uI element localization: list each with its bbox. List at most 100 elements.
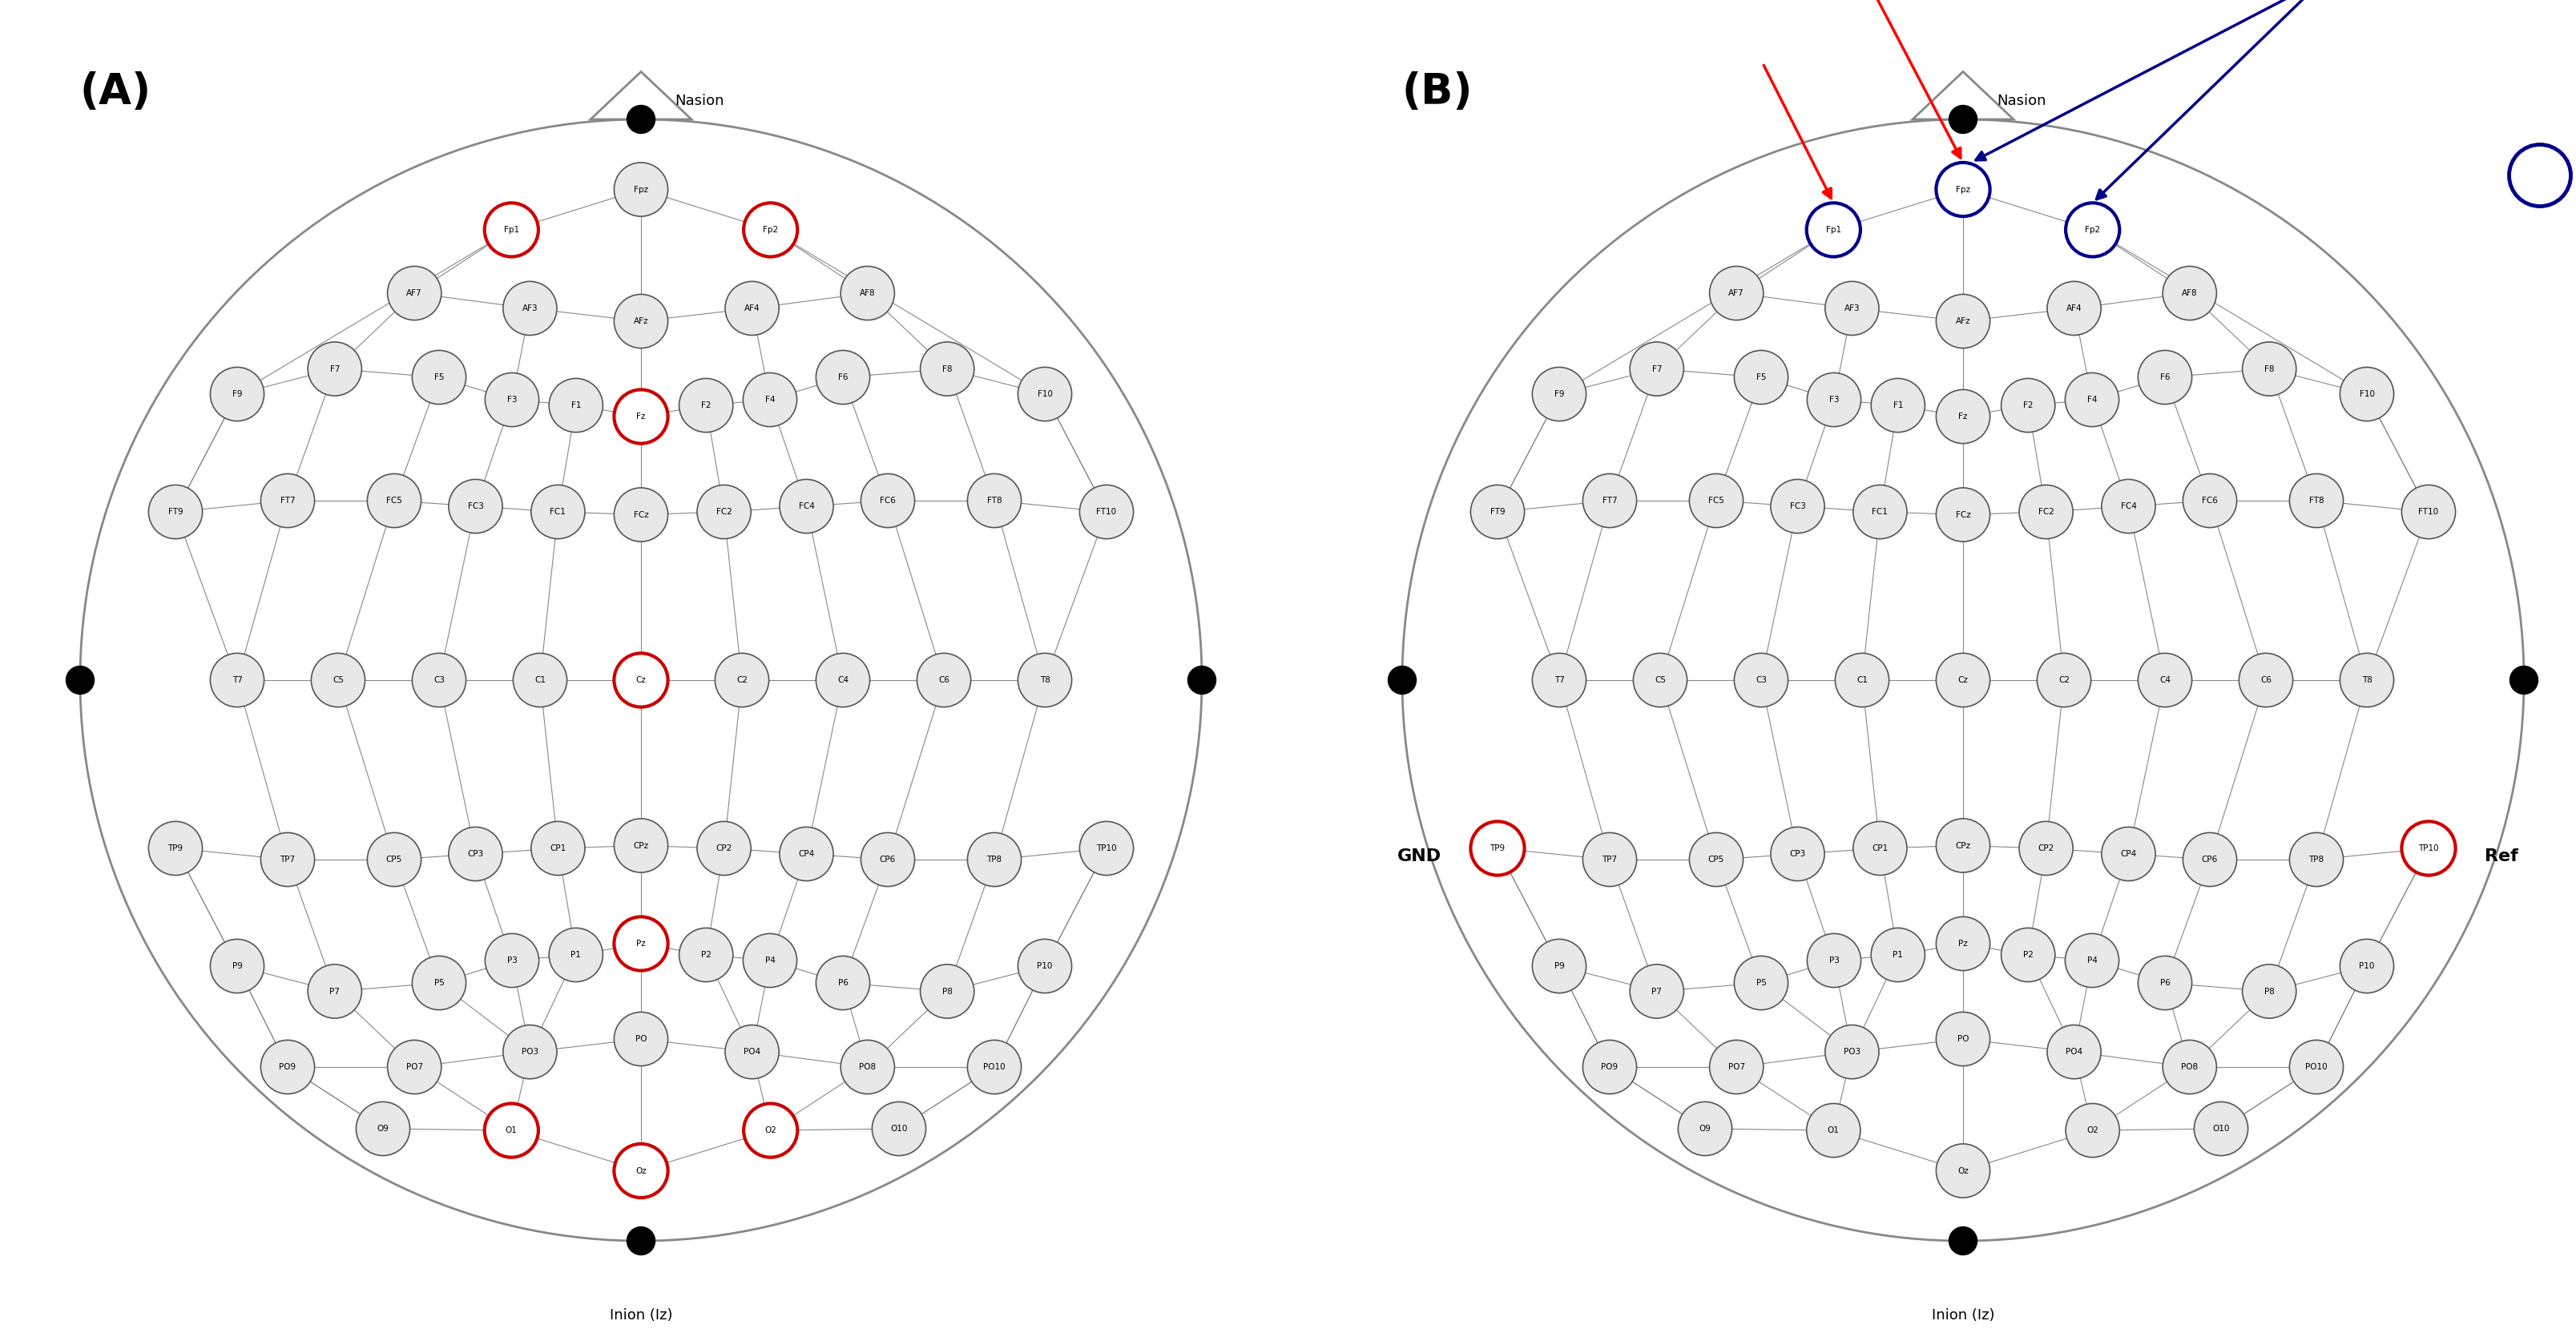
Text: PO9: PO9 [278,1063,296,1071]
Text: CP3: CP3 [466,850,484,858]
Circle shape [2038,654,2092,707]
Text: F9: F9 [1553,390,1564,398]
Circle shape [484,373,538,427]
Text: P1: P1 [572,951,582,959]
Text: F10: F10 [2360,390,2375,398]
Text: AF7: AF7 [407,289,422,297]
Text: PO: PO [1958,1035,1968,1043]
Text: P8: P8 [943,987,953,995]
Circle shape [680,378,734,432]
Text: C3: C3 [1754,677,1767,685]
Text: T7: T7 [232,677,242,685]
Circle shape [626,1227,654,1255]
Text: AFz: AFz [634,317,649,325]
Text: FC2: FC2 [2038,508,2053,516]
Circle shape [2290,833,2344,886]
Text: Nasion: Nasion [1996,94,2045,108]
Circle shape [1633,654,1687,707]
Text: CP1: CP1 [549,845,567,853]
Text: Fpz: Fpz [634,186,649,194]
Circle shape [513,654,567,707]
Circle shape [1808,373,1860,427]
Text: (B): (B) [1401,71,1473,112]
Circle shape [613,1144,667,1198]
Circle shape [1677,1102,1731,1155]
Text: TP9: TP9 [167,845,183,853]
Circle shape [860,833,914,886]
Circle shape [1018,368,1072,421]
Circle shape [149,485,204,539]
Circle shape [531,821,585,876]
Circle shape [1937,294,1991,348]
Circle shape [1937,654,1991,707]
Text: PO3: PO3 [1844,1048,1860,1056]
Text: FT7: FT7 [1602,496,1618,504]
Circle shape [716,654,768,707]
Circle shape [2164,1040,2215,1094]
Circle shape [613,488,667,541]
Text: O10: O10 [2213,1124,2231,1132]
Text: FC6: FC6 [2202,496,2218,504]
Circle shape [2182,833,2236,886]
Circle shape [1188,666,1216,694]
Text: AF4: AF4 [2066,305,2081,313]
Text: C3: C3 [433,677,446,685]
Circle shape [2066,373,2120,427]
Text: Cz: Cz [636,677,647,685]
Text: F8: F8 [943,365,953,373]
Text: CPz: CPz [634,841,649,849]
Circle shape [2066,933,2120,988]
Text: C5: C5 [332,677,343,685]
Circle shape [1937,1144,1991,1198]
Text: Nasion: Nasion [675,94,724,108]
Circle shape [917,654,971,707]
Circle shape [1471,821,1525,876]
Circle shape [1770,828,1824,881]
Text: FC1: FC1 [551,508,567,516]
Circle shape [2102,828,2156,881]
Text: P10: P10 [1038,963,1054,971]
Circle shape [1806,203,1860,257]
Circle shape [2066,1103,2120,1158]
Text: PO7: PO7 [1728,1063,1744,1071]
Text: CP5: CP5 [1708,856,1723,864]
Circle shape [368,833,420,886]
Circle shape [2509,144,2571,206]
Text: P6: P6 [837,979,848,987]
Circle shape [2290,473,2344,528]
Text: O2: O2 [765,1126,775,1134]
Circle shape [1770,480,1824,533]
Circle shape [2290,1040,2344,1094]
Text: Fp2: Fp2 [762,226,778,234]
Circle shape [260,833,314,886]
Circle shape [2164,266,2215,320]
Text: Fpz: Fpz [1955,186,1971,194]
Circle shape [920,342,974,396]
Circle shape [1533,939,1587,993]
Text: TP9: TP9 [1489,845,1504,853]
Text: P3: P3 [507,956,518,964]
Circle shape [2241,342,2295,396]
Text: T8: T8 [2362,677,2372,685]
Circle shape [2138,654,2192,707]
Circle shape [2182,473,2236,528]
Circle shape [920,964,974,1019]
Circle shape [484,933,538,988]
Text: FC6: FC6 [881,496,896,504]
Circle shape [260,473,314,528]
Circle shape [1388,666,1417,694]
Circle shape [260,1040,314,1094]
Circle shape [309,964,361,1019]
Text: PO9: PO9 [1602,1063,1618,1071]
Circle shape [448,480,502,533]
Text: P5: P5 [1757,979,1767,987]
Circle shape [840,1040,894,1094]
Text: PO3: PO3 [520,1048,538,1056]
Circle shape [2020,485,2074,539]
Text: P8: P8 [2264,987,2275,995]
Text: Oz: Oz [1958,1167,1968,1175]
Text: FC3: FC3 [469,503,484,511]
Circle shape [2020,821,2074,876]
Circle shape [67,666,95,694]
Circle shape [817,956,871,1009]
